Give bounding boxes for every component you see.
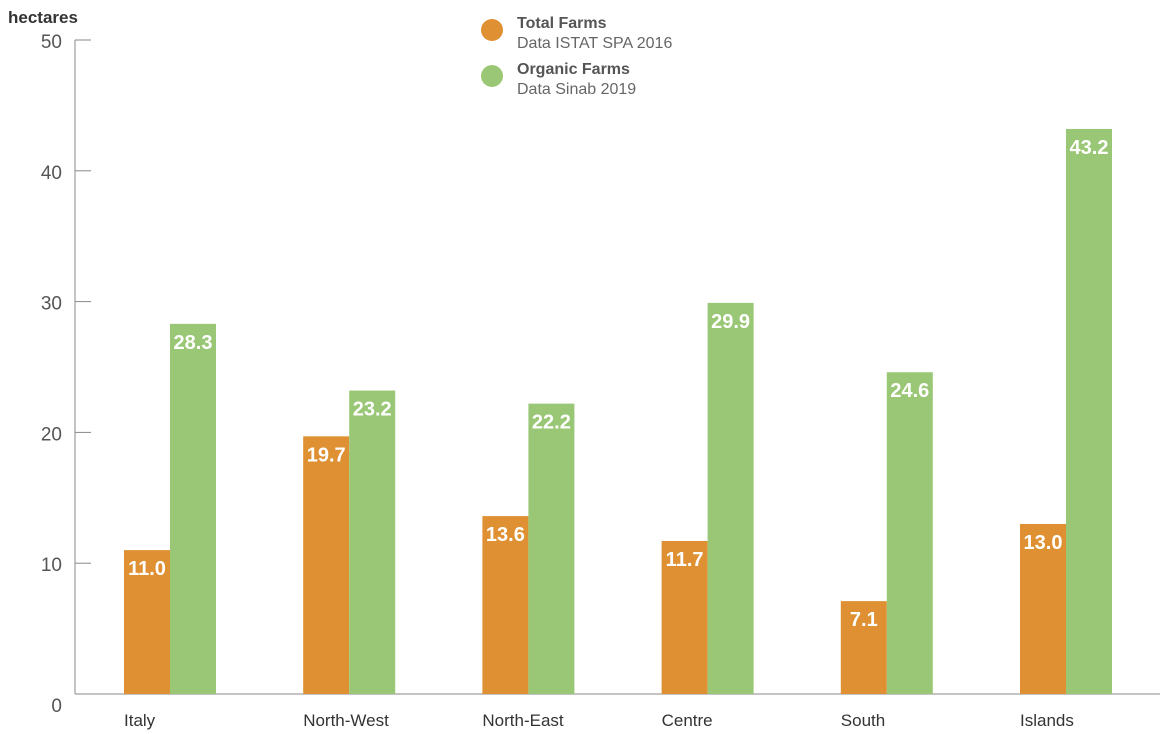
category-label: South <box>841 711 885 730</box>
y-tick-label: 40 <box>41 163 62 184</box>
bar-total <box>840 601 887 694</box>
legend-series-name: Organic Farms <box>517 61 630 78</box>
category-label: Italy <box>124 711 156 730</box>
bar-organic <box>349 390 396 694</box>
bar-total <box>303 436 350 694</box>
bar-value-label: 13.6 <box>486 524 525 546</box>
bar-value-label: 24.6 <box>890 380 929 402</box>
axes <box>74 40 1160 695</box>
bar-value-label: 7.1 <box>850 609 878 631</box>
bars: 11.0 28.3 19.7 23.2 13.6 22.2 11.7 29.9 7.1 24.6 1… <box>124 128 1112 695</box>
category-label: North-West <box>303 711 389 730</box>
y-tick-label: 10 <box>41 555 62 576</box>
bar-organic <box>707 302 754 694</box>
y-ticks: 0 10 20 30 40 50 <box>41 32 91 717</box>
category-label: Islands <box>1020 711 1074 730</box>
bar-total <box>661 540 708 694</box>
bar-total <box>124 550 170 694</box>
bar-organic <box>886 372 933 694</box>
y-axis-label: hectares <box>8 8 78 27</box>
legend-swatch <box>481 65 503 87</box>
category-labels: Italy North-West North-East Centre South Isla… <box>124 711 1074 730</box>
y-tick-label: 30 <box>41 294 62 315</box>
y-tick-label: 0 <box>51 696 62 717</box>
bar-value-label: 11.7 <box>666 549 704 571</box>
bar-total <box>482 516 529 694</box>
bar-value-label: 13.0 <box>1024 532 1063 554</box>
bar-value-label: 11.0 <box>128 558 166 580</box>
bar-value-label: 22.2 <box>532 412 571 434</box>
bar-value-label: 29.9 <box>711 311 750 333</box>
category-label: Centre <box>662 711 713 730</box>
bar-organic <box>170 323 216 694</box>
bar-value-label: 28.3 <box>174 332 213 354</box>
legend-series-source: Data Sinab 2019 <box>517 81 636 98</box>
y-tick-label: 50 <box>41 32 62 53</box>
legend: Total Farms Data ISTAT SPA 2016 Organic Fa… <box>481 15 672 98</box>
bar-value-label: 19.7 <box>307 444 346 466</box>
category-label: North-East <box>482 711 564 730</box>
bar-total <box>1020 523 1066 694</box>
bar-value-label: 43.2 <box>1070 137 1109 159</box>
legend-swatch <box>481 19 503 41</box>
bar-organic <box>1066 128 1112 695</box>
legend-series-name: Total Farms <box>517 15 607 32</box>
bar-organic <box>528 403 575 694</box>
legend-series-source: Data ISTAT SPA 2016 <box>517 35 672 52</box>
y-tick-label: 20 <box>41 424 62 445</box>
bar-value-label: 23.2 <box>353 399 392 421</box>
